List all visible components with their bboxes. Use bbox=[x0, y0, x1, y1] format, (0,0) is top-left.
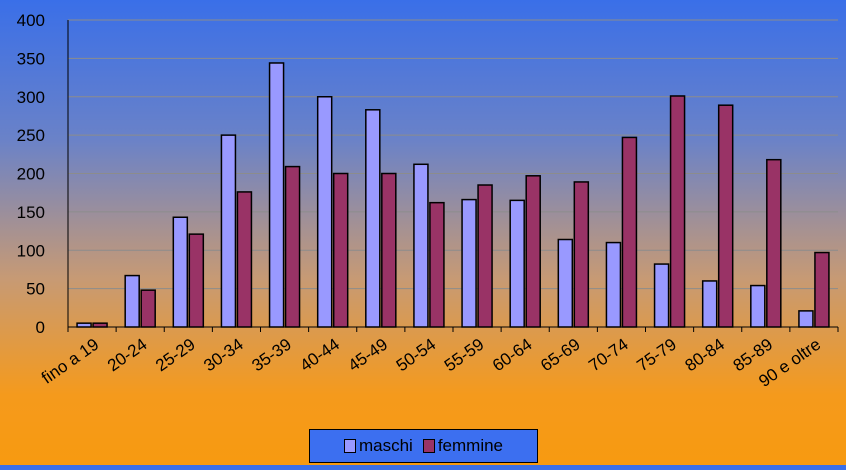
y-tick-label-300: 300 bbox=[17, 88, 45, 107]
y-tick-label-250: 250 bbox=[17, 126, 45, 145]
legend-item-femmine: femmine bbox=[422, 436, 504, 456]
bar-maschi-15 bbox=[798, 310, 814, 328]
bar-maschi-5 bbox=[316, 96, 333, 328]
y-tick-label-200: 200 bbox=[17, 165, 45, 184]
x-tick-label-7: 50-54 bbox=[393, 335, 440, 376]
bar-maschi-9 bbox=[509, 199, 525, 328]
y-tick-label-50: 50 bbox=[26, 280, 45, 299]
bar-maschi-0 bbox=[76, 322, 92, 328]
bar-femmine-14 bbox=[766, 158, 782, 328]
x-tick-label-10: 65-69 bbox=[537, 335, 584, 376]
bar-femmine-10 bbox=[573, 181, 590, 328]
legend: maschi femmine bbox=[309, 429, 538, 463]
bar-femmine-6 bbox=[381, 172, 397, 328]
bar-maschi-7 bbox=[413, 163, 429, 328]
bar-maschi-2 bbox=[172, 216, 189, 328]
x-tick-label-2: 25-29 bbox=[152, 335, 199, 376]
bar-femmine-3 bbox=[236, 191, 253, 328]
x-tick-label-13: 80-84 bbox=[681, 335, 728, 376]
legend-label-maschi: maschi bbox=[358, 436, 413, 455]
bar-femmine-2 bbox=[188, 233, 205, 328]
y-tick-label-100: 100 bbox=[17, 241, 45, 260]
bar-femmine-5 bbox=[332, 172, 349, 328]
y-tick-label-350: 350 bbox=[17, 49, 45, 68]
x-tick-label-1: 20-24 bbox=[104, 335, 151, 376]
bar-femmine-0 bbox=[92, 322, 108, 328]
x-tick-label-12: 75-79 bbox=[633, 335, 680, 376]
bar-maschi-3 bbox=[220, 134, 237, 328]
y-tick-label-150: 150 bbox=[17, 203, 45, 222]
x-tick-label-11: 70-74 bbox=[585, 335, 632, 376]
bar-femmine-12 bbox=[669, 95, 686, 328]
x-tick-label-9: 60-64 bbox=[489, 335, 536, 376]
legend-item-maschi: maschi bbox=[343, 436, 413, 456]
bar-femmine-7 bbox=[429, 201, 445, 328]
x-tick-label-3: 30-34 bbox=[200, 335, 247, 376]
bar-femmine-13 bbox=[717, 104, 734, 328]
legend-swatch-maschi bbox=[343, 439, 356, 453]
bar-maschi-13 bbox=[701, 280, 718, 328]
bar-maschi-10 bbox=[557, 238, 574, 328]
x-tick-label-5: 40-44 bbox=[296, 335, 343, 376]
bar-maschi-8 bbox=[461, 198, 477, 328]
bar-maschi-6 bbox=[365, 109, 381, 328]
bar-maschi-11 bbox=[605, 241, 622, 328]
bar-maschi-14 bbox=[750, 284, 766, 328]
bar-femmine-11 bbox=[621, 136, 638, 328]
bar-maschi-4 bbox=[268, 62, 285, 328]
x-tick-label-4: 35-39 bbox=[248, 335, 295, 376]
legend-label-femmine: femmine bbox=[437, 436, 504, 455]
bar-maschi-1 bbox=[124, 274, 140, 328]
bar-maschi-12 bbox=[653, 263, 670, 328]
y-tick-label-0: 0 bbox=[36, 318, 45, 337]
bar-femmine-1 bbox=[140, 289, 156, 328]
y-tick-label-400: 400 bbox=[17, 11, 45, 30]
bar-femmine-9 bbox=[525, 175, 541, 328]
bar-femmine-15 bbox=[814, 251, 830, 328]
bar-femmine-8 bbox=[477, 184, 493, 328]
x-tick-label-0: fino a 19 bbox=[38, 335, 102, 388]
legend-swatch-femmine bbox=[422, 439, 435, 453]
x-tick-label-6: 45-49 bbox=[345, 335, 392, 376]
x-tick-label-8: 55-59 bbox=[441, 335, 488, 376]
bar-femmine-4 bbox=[284, 165, 301, 328]
